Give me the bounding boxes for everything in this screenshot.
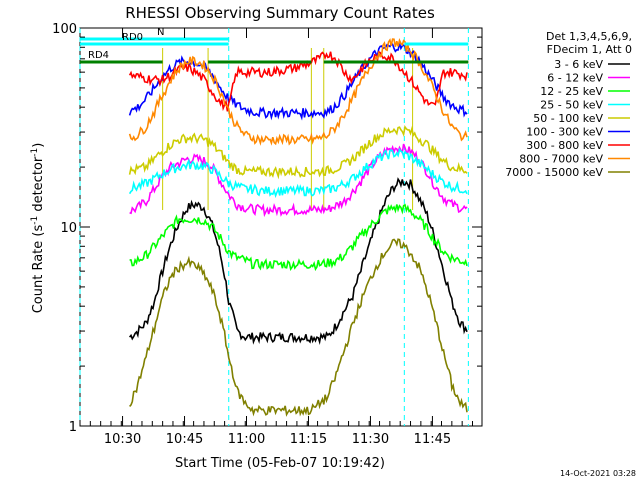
- y-axis-label-sup1: -1: [30, 216, 40, 225]
- series-line: [128, 177, 468, 345]
- x-tick-label: 11:15: [290, 432, 327, 447]
- series-line: [128, 147, 468, 199]
- marker-label: RD4: [88, 50, 109, 61]
- axes: 1 10 100 10:30 10:45 11:00 11:15 11:30 11:45: [52, 22, 482, 447]
- y-tick-label: 10: [60, 221, 77, 236]
- series-line: [128, 125, 468, 180]
- legend-header-line-2: FDecim 1, Att 0: [547, 43, 632, 56]
- marker-label: RD0: [122, 32, 143, 43]
- x-tick-label: 11:30: [352, 432, 389, 447]
- legend-label: 7000 - 15000 keV: [505, 166, 603, 179]
- legend-label: 100 - 300 keV: [526, 126, 603, 139]
- series-line: [128, 38, 468, 146]
- y-axis-label-main: Count Rate (s: [31, 225, 46, 314]
- legend-label: 12 - 25 keV: [540, 85, 603, 98]
- y-axis-label: Count Rate (s-1 detector-1): [30, 143, 46, 314]
- x-tick-label: 11:45: [414, 432, 451, 447]
- y-axis-label-end: ): [31, 143, 46, 148]
- x-tick-label: 10:45: [166, 432, 203, 447]
- legend-label: 6 - 12 keV: [547, 72, 603, 85]
- legend-label: 25 - 50 keV: [540, 99, 603, 112]
- legend-label: 50 - 100 keV: [533, 112, 603, 125]
- marker-label: N: [157, 27, 164, 38]
- y-tick-label: 100: [52, 22, 77, 37]
- y-tick-label: 1: [69, 420, 77, 435]
- plot-area: [79, 27, 483, 427]
- y-axis-label-mid: detector: [31, 156, 46, 216]
- legend-label: 3 - 6 keV: [554, 58, 603, 71]
- series-line: [129, 143, 468, 218]
- series-lines: [128, 38, 468, 417]
- series-line: [129, 203, 468, 272]
- x-axis-label: Start Time (05-Feb-07 10:19:42): [175, 456, 385, 471]
- legend-label: 300 - 800 keV: [526, 139, 603, 152]
- status-markers: N RD0 RD4: [80, 27, 469, 64]
- footer-date: 14-Oct-2021 03:28: [560, 469, 636, 478]
- legend-label: 800 - 7000 keV: [519, 153, 603, 166]
- chart-title: RHESSI Observing Summary Count Rates: [125, 4, 435, 22]
- x-tick-label: 11:00: [228, 432, 265, 447]
- legend-header-line-1: Det 1,3,4,5,6,9,: [546, 30, 632, 43]
- series-line: [128, 50, 468, 112]
- y-axis-label-sup2: -1: [30, 148, 40, 157]
- series-line: [129, 238, 468, 417]
- x-tick-label: 10:30: [104, 432, 141, 447]
